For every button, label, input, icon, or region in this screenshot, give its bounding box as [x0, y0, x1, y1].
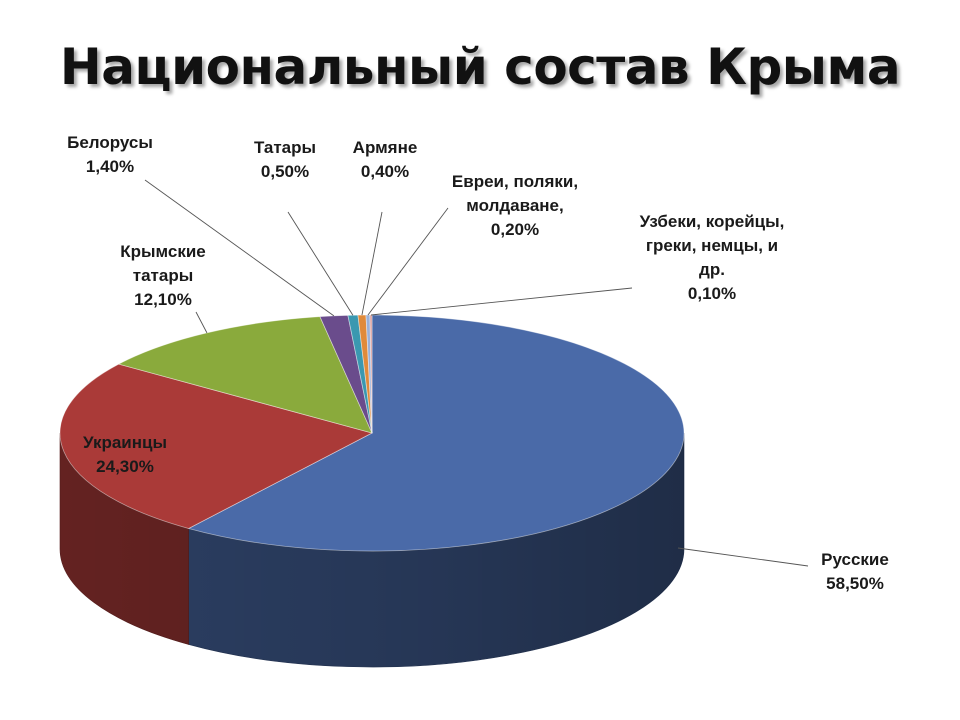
label-armenians: Армяне 0,40%: [352, 138, 418, 181]
pie-side-shading: [60, 433, 684, 667]
slice-russians: [187, 314, 685, 552]
label-uzbeks-and-others: Узбеки, корейцы, греки, немцы, и др. 0,1…: [639, 212, 785, 303]
label-tatars: Татары 0,50%: [253, 138, 317, 181]
label-belarusians: Белорусы 1,40%: [67, 133, 153, 176]
leader-line-crimean-tatars: [195, 311, 208, 334]
leader-line-tatars: [287, 211, 354, 316]
label-russians: Русские 58,50%: [821, 550, 889, 593]
chart-title: Национальный состав Крыма: [59, 38, 901, 96]
label-jews-poles-moldovans: Евреи, поляки, молдаване, 0,20%: [451, 172, 579, 239]
pie-side-group: [59, 432, 685, 668]
label-crimean-tatars: Крымские татары 12,10%: [120, 242, 206, 309]
leader-line-belarusians: [144, 179, 335, 317]
slice-ukrainians: [59, 363, 374, 529]
pie-top-group: [59, 314, 685, 552]
label-ukrainians: Украинцы 24,30%: [83, 433, 167, 476]
leader-line-armenians: [361, 211, 383, 316]
leader-line-uzbeks-and-others: [370, 287, 633, 316]
leader-line-russians: [677, 547, 809, 567]
slice-crimean-tatars: [117, 316, 373, 434]
leader-line-jews-poles-moldovans: [367, 207, 449, 316]
leader-line-group: [144, 179, 809, 567]
